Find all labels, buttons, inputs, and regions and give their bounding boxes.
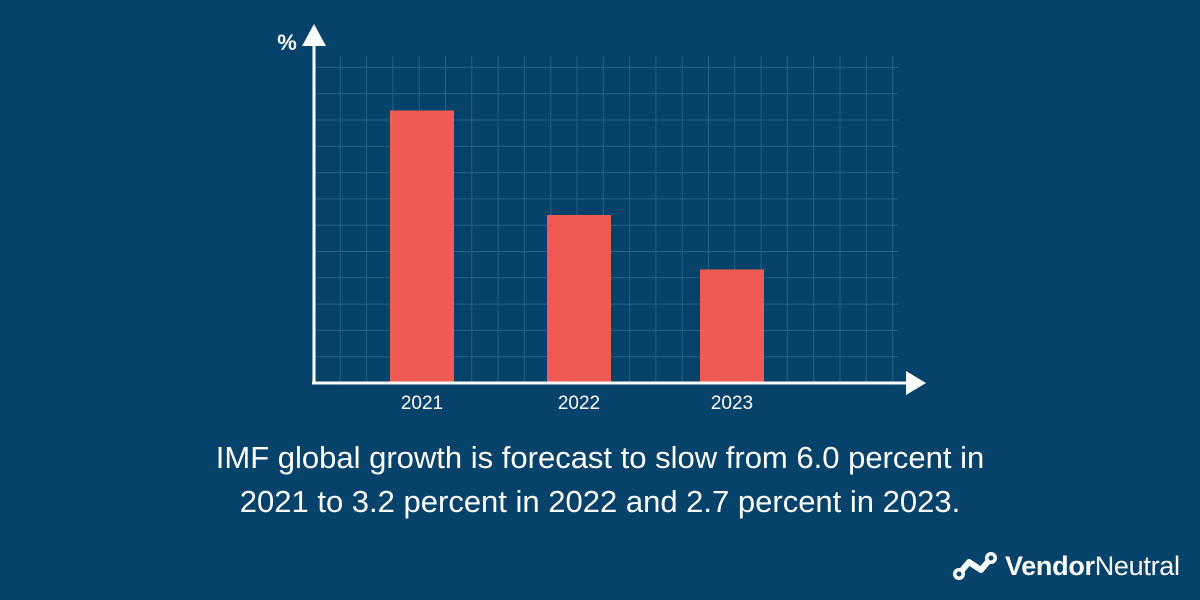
x-tick-label-2021: 2021: [401, 393, 443, 414]
x-tick-label-2023: 2023: [711, 393, 753, 414]
caption-line-2: 2021 to 3.2 percent in 2022 and 2.7 perc…: [239, 484, 961, 519]
y-axis-arrow-icon: [302, 24, 326, 46]
y-axis-label: %: [277, 30, 297, 55]
x-axis-arrow-icon: [906, 371, 926, 395]
vendorneutral-logo-icon: [953, 552, 997, 580]
chart-axes: %: [277, 24, 926, 395]
bar-2022: [547, 214, 611, 383]
x-tick-labels: 2021 2022 2023: [401, 393, 753, 414]
brand-name-strong: Vendor: [1005, 550, 1095, 581]
caption-line-1: IMF global growth is forecast to slow fr…: [215, 440, 985, 475]
brand-name-light: Neutral: [1094, 550, 1180, 581]
bar-2023: [700, 269, 764, 383]
chart-caption: IMF global growth is forecast to slow fr…: [0, 436, 1200, 524]
x-tick-label-2022: 2022: [558, 393, 600, 414]
bar-series: [390, 110, 764, 383]
bar-2021: [390, 110, 454, 383]
brand-logo: VendorNeutral: [951, 546, 1180, 586]
